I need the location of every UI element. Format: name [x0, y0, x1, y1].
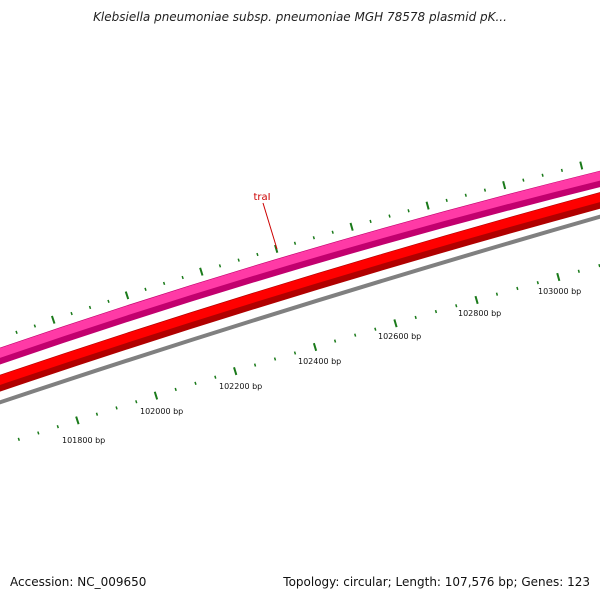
position-tick [194, 381, 197, 385]
gene-label-leader [262, 202, 278, 250]
position-label: 101800 bp [62, 436, 105, 445]
gc-tick [388, 214, 391, 218]
position-tick [474, 295, 479, 305]
gc-tick [369, 219, 372, 224]
gc-tick [445, 198, 448, 203]
gc-tick [483, 188, 487, 192]
position-tick [56, 425, 59, 429]
gc-tick [541, 173, 544, 177]
gc-tick [107, 299, 110, 304]
position-tick [95, 412, 99, 416]
gc-tick [407, 209, 410, 213]
position-tick [37, 431, 40, 435]
position-label: 102800 bp [458, 309, 501, 318]
position-tick [293, 351, 297, 355]
gc-tick [50, 315, 56, 324]
forward-gene-track [0, 171, 600, 358]
position-label: 102000 bp [140, 407, 183, 416]
position-tick [253, 363, 257, 367]
gc-tick [88, 305, 92, 310]
gc-tick [124, 291, 130, 300]
position-tick [455, 304, 458, 308]
gc-tick [162, 281, 166, 286]
position-tick [273, 357, 277, 361]
position-ticks-inner [17, 263, 600, 441]
position-tick [577, 269, 580, 273]
position-tick [354, 333, 357, 337]
gc-tick [293, 241, 297, 245]
position-tick [333, 339, 337, 343]
gc-tick [33, 324, 37, 328]
gc-tick [15, 330, 18, 334]
position-tick [556, 272, 561, 282]
gc-tick [312, 236, 315, 240]
accession-text: Accession: NC_009650 [10, 575, 147, 589]
position-tick [135, 400, 138, 404]
reverse-gene-track [0, 192, 600, 385]
gc-tick [522, 178, 525, 182]
position-label: 102400 bp [298, 357, 341, 366]
map-title: Klebsiella pneumoniae subsp. pneumoniae … [93, 10, 507, 24]
position-tick [414, 315, 417, 320]
gc-tick [181, 275, 184, 280]
gc-tick [256, 252, 259, 257]
position-labels: 101800 bp 102000 bp 102200 bp 102400 bp 1026… [62, 287, 581, 445]
position-tick [153, 391, 159, 400]
position-tick [495, 292, 499, 296]
position-label: 102600 bp [378, 332, 421, 341]
backbone-line [0, 214, 600, 405]
position-tick [516, 286, 519, 291]
gene-label-trai: traI [253, 192, 270, 203]
position-tick [374, 327, 377, 331]
gc-tick [425, 201, 430, 210]
gc-tick [218, 264, 222, 268]
position-tick [115, 406, 118, 410]
gc-tick [560, 168, 564, 172]
position-tick [434, 309, 438, 314]
gc-tick [199, 267, 204, 276]
position-tick [536, 281, 539, 285]
gc-tick [349, 222, 354, 231]
gc-tick [70, 311, 73, 316]
position-tick [214, 375, 217, 379]
gc-tick [274, 244, 279, 253]
gc-skew-ticks-outer [15, 161, 584, 334]
position-tick [312, 342, 318, 352]
position-tick [174, 387, 177, 392]
gc-tick [331, 230, 334, 234]
gc-tick [464, 193, 467, 197]
gc-tick [237, 258, 240, 262]
summary-text: Topology: circular; Length: 107,576 bp; … [283, 575, 590, 589]
position-label: 103000 bp [538, 287, 581, 296]
position-tick [233, 366, 238, 376]
position-tick [75, 416, 80, 425]
gc-tick [579, 161, 584, 170]
gc-tick [502, 181, 507, 190]
position-tick [393, 319, 398, 328]
gc-tick [144, 287, 147, 291]
position-tick [17, 437, 21, 441]
position-label: 102200 bp [219, 382, 262, 391]
